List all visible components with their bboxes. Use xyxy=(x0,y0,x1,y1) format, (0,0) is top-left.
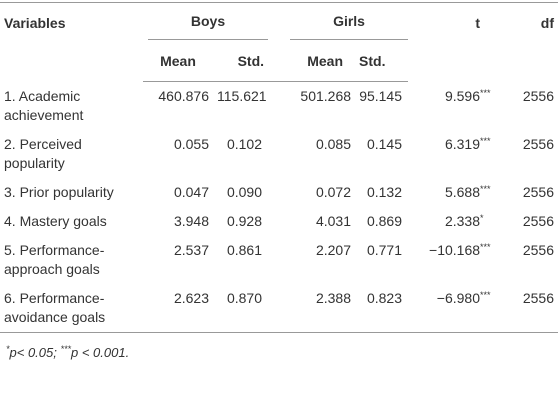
t-value: −10.168 xyxy=(429,241,481,258)
value-cell: 2.537 xyxy=(173,241,209,258)
data-table: Variables Boys Girls t df Mean Std. Mean… xyxy=(0,2,558,333)
value-cell: 2.388 xyxy=(315,289,352,306)
value-cell: 501.268 xyxy=(300,88,352,104)
header-cell: Girls xyxy=(290,13,409,40)
value-cell: 0.102 xyxy=(226,135,263,152)
value-cell: 0.145 xyxy=(366,135,403,152)
t-cell: 5.688*** xyxy=(444,183,491,200)
value-cell: 0.861 xyxy=(226,241,263,258)
subheader-cell: Std. xyxy=(355,41,409,82)
footnote-mark: *** xyxy=(60,343,71,354)
value-cell: 0.055 xyxy=(173,135,209,152)
subheader-cell: Std. xyxy=(213,41,269,82)
value-cell: 0.132 xyxy=(366,183,403,200)
variable-cell: 2. Perceived popularity xyxy=(4,135,82,171)
footnote-mark: * xyxy=(6,343,10,354)
df-cell: 2556 xyxy=(522,87,555,104)
t-value: 2.338 xyxy=(444,212,481,229)
value-cell: 0.072 xyxy=(315,183,352,200)
t-cell: 6.319*** xyxy=(444,135,491,152)
value-cell: 0.085 xyxy=(315,135,352,152)
table-body: 1. Academic achievement 460.876 115.621 501… xyxy=(0,82,558,333)
t-value: −6.980 xyxy=(436,289,481,306)
df-cell: 2556 xyxy=(522,183,555,200)
t-value: 6.319 xyxy=(444,135,481,152)
t-value: 9.596 xyxy=(444,87,481,104)
table-row: 3. Prior popularity 0.047 0.090 0.072 0.132 5… xyxy=(0,178,558,207)
value-cell: 0.870 xyxy=(226,289,263,306)
subheader-cell: Mean xyxy=(143,41,213,82)
table-row: 1. Academic achievement 460.876 115.621 501… xyxy=(0,82,558,130)
value-cell: 2.623 xyxy=(173,289,209,306)
df-cell: 2556 xyxy=(522,135,555,152)
header-cell: df xyxy=(540,15,555,31)
value-cell: 460.876 xyxy=(158,88,209,104)
header-cell: Variables xyxy=(4,15,66,31)
variable-cell: 5. Performance-approach goals xyxy=(4,241,105,277)
header-cell: Boys xyxy=(148,13,269,40)
footnote-text: p< 0.05; xyxy=(9,344,61,360)
variable-cell: 4. Mastery goals xyxy=(4,212,107,229)
value-cell: 0.090 xyxy=(226,183,263,200)
variable-cell: 3. Prior popularity xyxy=(4,183,114,200)
table-row: 4. Mastery goals 3.948 0.928 4.031 0.869 2.33… xyxy=(0,207,558,236)
value-cell: 0.928 xyxy=(226,212,263,229)
t-value: 5.688 xyxy=(444,183,481,200)
value-cell: 4.031 xyxy=(315,212,352,229)
value-cell: 2.207 xyxy=(315,241,352,258)
variable-cell: 1. Academic achievement xyxy=(4,87,84,123)
value-cell: 0.869 xyxy=(366,212,403,229)
value-cell: 0.823 xyxy=(366,289,403,306)
df-cell: 2556 xyxy=(522,289,555,306)
header-cell: t xyxy=(475,15,481,31)
value-cell: 0.771 xyxy=(366,241,403,258)
subheader-cell: Mean xyxy=(268,41,356,82)
value-cell: 115.621 xyxy=(217,88,267,104)
df-cell: 2556 xyxy=(522,241,555,258)
value-cell: 95.145 xyxy=(359,88,403,104)
footnote-text: p < 0.001. xyxy=(71,344,130,360)
table-row: 5. Performance-approach goals 2.537 0.861 2… xyxy=(0,236,558,284)
t-cell: −6.980*** xyxy=(436,289,491,306)
table-row: 2. Perceived popularity 0.055 0.102 0.085 0.… xyxy=(0,130,558,178)
value-cell: 0.047 xyxy=(173,183,209,200)
df-cell: 2556 xyxy=(522,212,555,229)
table-row: 6. Performance-avoidance goals 2.623 0.870… xyxy=(0,284,558,333)
variable-cell: 6. Performance-avoidance goals xyxy=(4,289,106,325)
value-cell: 3.948 xyxy=(173,212,209,229)
t-cell: 2.338* xyxy=(444,212,484,229)
t-cell: 9.596*** xyxy=(444,87,491,104)
t-cell: −10.168*** xyxy=(429,241,491,258)
footnote: *p< 0.05; ***p < 0.001. xyxy=(6,343,558,360)
